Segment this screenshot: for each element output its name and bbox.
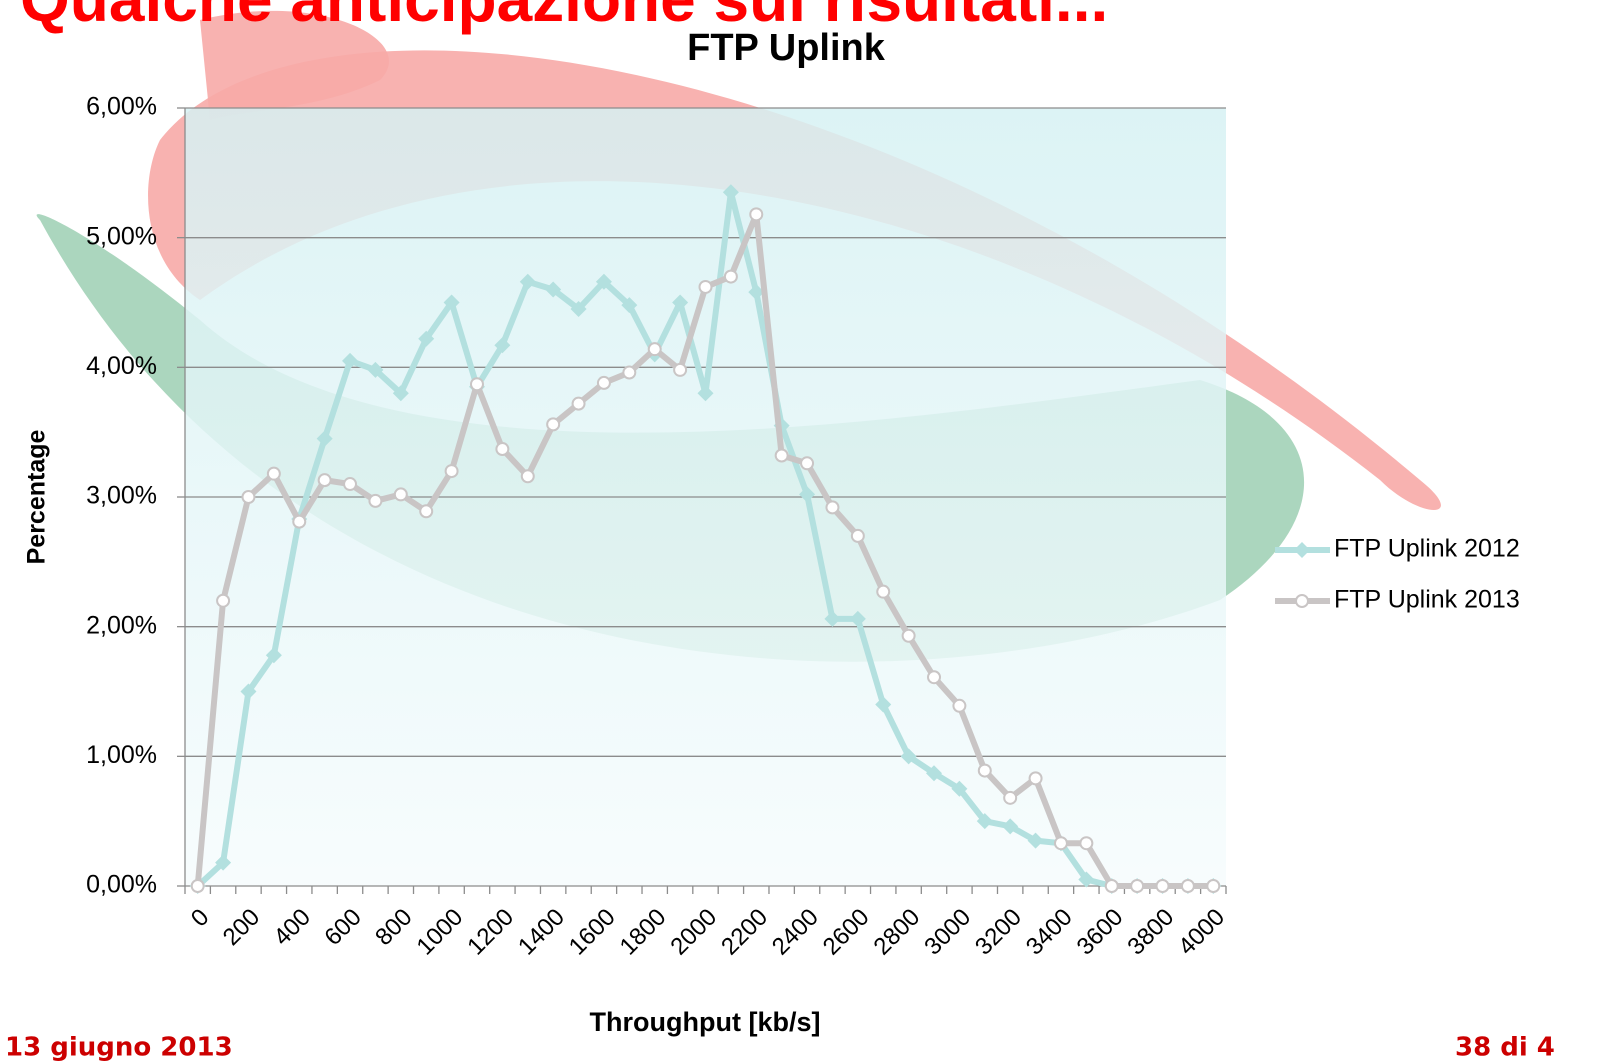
marker: [266, 466, 281, 481]
marker: [1078, 871, 1095, 888]
marker: [875, 696, 892, 713]
marker: [519, 273, 536, 290]
y-tick-label: 2,00%: [86, 611, 157, 639]
marker: [876, 584, 891, 599]
y-tick-label: 3,00%: [86, 482, 157, 510]
marker: [292, 514, 307, 529]
marker: [595, 273, 612, 290]
marker: [748, 284, 765, 301]
legend-marker: [1294, 542, 1310, 558]
slide-date: 13 giugno 2013: [5, 1033, 233, 1063]
marker: [1027, 832, 1044, 849]
marker: [316, 430, 333, 447]
marker: [849, 610, 866, 627]
y-tick-label: 5,00%: [86, 222, 157, 250]
decor-red: [200, 10, 389, 120]
marker: [392, 385, 409, 402]
x-axis-label: Throughput [kb/s]: [590, 1007, 821, 1037]
marker: [317, 473, 332, 488]
marker: [1130, 879, 1145, 893]
marker: [927, 670, 942, 685]
marker: [443, 294, 460, 311]
y-tick-label: 0,00%: [86, 871, 157, 899]
marker: [824, 610, 841, 627]
marker: [571, 396, 586, 411]
marker: [698, 279, 713, 294]
marker: [367, 361, 384, 378]
marker: [901, 628, 916, 643]
marker: [952, 698, 967, 713]
marker: [926, 765, 943, 782]
marker: [723, 269, 738, 284]
marker: [647, 342, 662, 357]
marker: [1002, 818, 1019, 835]
y-tick-label: 6,00%: [86, 93, 157, 121]
marker: [697, 385, 714, 402]
marker: [1206, 879, 1221, 893]
marker: [520, 469, 535, 484]
marker: [800, 456, 815, 471]
marker: [850, 528, 865, 543]
legend-label: FTP Uplink 2012: [1334, 535, 1520, 563]
marker: [774, 448, 789, 463]
marker: [1180, 879, 1195, 893]
marker: [976, 813, 993, 830]
marker: [418, 330, 435, 347]
marker: [596, 375, 611, 390]
y-axis-label: Percentage: [23, 430, 51, 565]
y-tick-label: 4,00%: [86, 352, 157, 380]
legend-marker: [1295, 594, 1309, 608]
marker: [722, 184, 739, 201]
marker: [1053, 836, 1068, 851]
y-tick-label: 1,00%: [86, 741, 157, 769]
marker: [672, 294, 689, 311]
marker: [1003, 790, 1018, 805]
marker: [545, 281, 562, 298]
marker: [1028, 771, 1043, 786]
marker: [621, 297, 638, 314]
marker: [825, 500, 840, 515]
marker: [265, 647, 282, 664]
marker: [469, 377, 484, 392]
marker: [494, 337, 511, 354]
marker: [240, 683, 257, 700]
marker: [190, 879, 205, 893]
marker: [444, 464, 459, 479]
marker: [749, 207, 764, 222]
marker: [342, 352, 359, 369]
marker: [1104, 879, 1119, 893]
marker: [1079, 836, 1094, 851]
marker: [495, 442, 510, 457]
legend-label: FTP Uplink 2013: [1334, 586, 1520, 614]
chart-title: FTP Uplink: [687, 27, 886, 69]
marker: [622, 365, 637, 380]
marker: [1155, 879, 1170, 893]
marker: [951, 780, 968, 797]
marker: [673, 362, 688, 377]
marker: [900, 748, 917, 765]
slide-page: 38 di 4: [1455, 1033, 1555, 1063]
marker: [419, 504, 434, 519]
marker: [393, 487, 408, 502]
marker: [546, 417, 561, 432]
marker: [570, 300, 587, 317]
marker: [977, 763, 992, 778]
marker: [343, 477, 358, 492]
marker: [368, 493, 383, 508]
slide-title: Qualche anticipazione sui risultati...: [20, 0, 1108, 35]
marker: [241, 490, 256, 504]
marker: [216, 593, 231, 608]
marker: [215, 854, 232, 871]
marker: [799, 486, 816, 503]
